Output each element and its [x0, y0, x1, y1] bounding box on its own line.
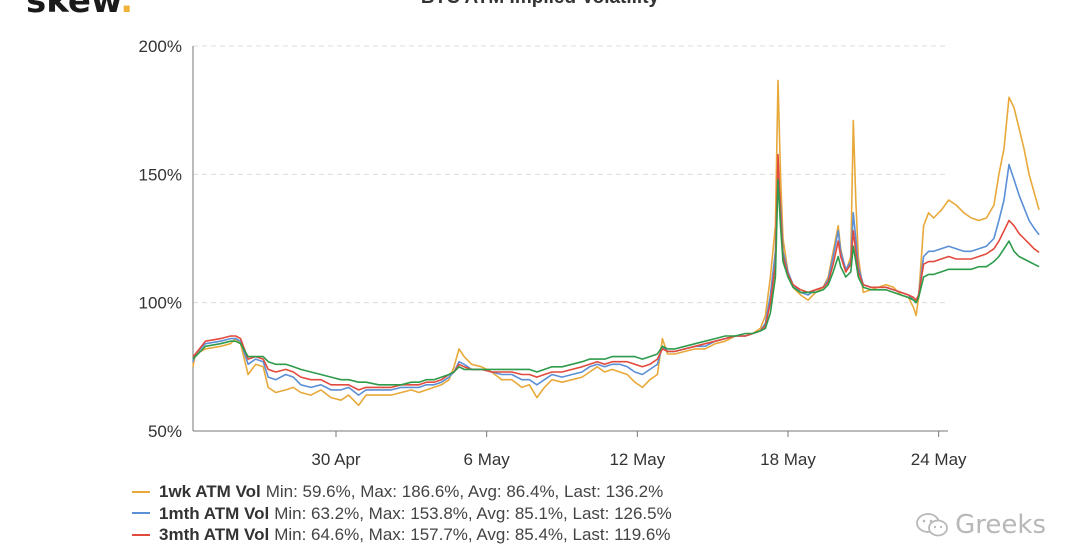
watermark: Greeks: [915, 510, 1046, 540]
legend-name-1wk: 1wk ATM Vol: [159, 482, 261, 501]
x-tick-label: 24 May: [911, 450, 967, 469]
wechat-icon: [916, 513, 949, 537]
brand-dot: .: [120, 0, 134, 21]
skew-logo: skew.: [26, 0, 133, 18]
legend-item-3mth[interactable]: 3mth ATM Vol Min: 64.6%, Max: 157.7%, Av…: [132, 524, 672, 546]
x-tick-label: 12 May: [609, 450, 665, 469]
legend-name-3mth: 3mth ATM Vol: [159, 525, 270, 544]
legend-name-1mth: 1mth ATM Vol: [159, 503, 270, 523]
series-line-2: [192, 153, 1040, 391]
x-tick-label: 6 May: [464, 450, 511, 469]
legend-item-1mth[interactable]: 1mth ATM Vol Min: 63.2%, Max: 153.8%, Av…: [132, 503, 672, 525]
legend-swatch-3mth: [132, 533, 150, 536]
series-line-3: [192, 178, 1040, 386]
legend-stats-1mth: Min: 63.2%, Max: 153.8%, Avg: 85.1%, Las…: [274, 503, 672, 523]
legend-swatch-1wk: [132, 490, 150, 493]
legend: 1wk ATM Vol Min: 59.6%, Max: 186.6%, Avg…: [132, 481, 672, 546]
y-tick-label: 100%: [139, 294, 182, 313]
x-tick-label: 30 Apr: [311, 450, 360, 469]
legend-stats-3mth: Min: 64.6%, Max: 157.7%, Avg: 85.4%, Las…: [274, 525, 671, 544]
x-tick-label: 18 May: [760, 450, 816, 469]
y-tick-label: 150%: [139, 165, 182, 184]
y-tick-label: 200%: [139, 37, 182, 56]
legend-stats-1wk: Min: 59.6%, Max: 186.6%, Avg: 86.4%, Las…: [265, 482, 664, 501]
legend-swatch-1mth: [132, 512, 150, 515]
y-tick-label: 50%: [148, 422, 182, 441]
legend-item-1wk[interactable]: 1wk ATM Vol Min: 59.6%, Max: 186.6%, Avg…: [132, 481, 672, 503]
chart-title: BTC ATM Implied Volatility: [0, 0, 1080, 9]
brand-name: skew: [26, 0, 121, 21]
series-line-1: [192, 163, 1040, 396]
watermark-text: Greeks: [955, 510, 1046, 540]
